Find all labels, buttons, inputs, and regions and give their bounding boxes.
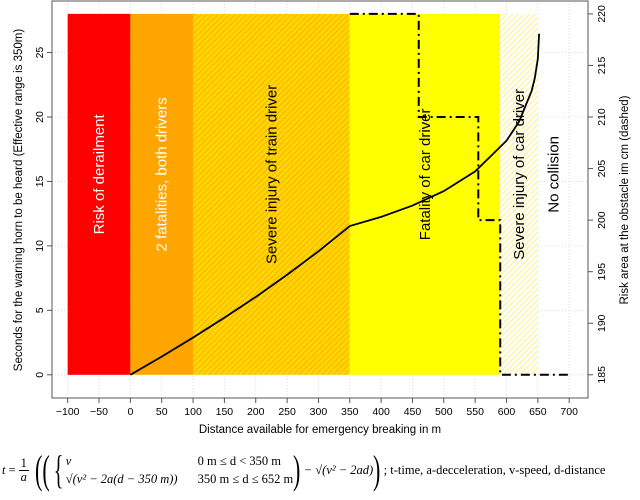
x-tick-label: 300 (310, 406, 328, 418)
y2-tick-label: 185 (596, 366, 608, 384)
y2-tick-label: 195 (596, 263, 608, 281)
x-tick-label: 600 (498, 406, 516, 418)
x-tick-label: 50 (156, 406, 168, 418)
x-tick-label: 450 (404, 406, 422, 418)
risk-chart: Risk of derailment 2 fatalities, both dri… (13, 0, 631, 436)
zone-label: Risk of derailment (91, 113, 108, 234)
x-tick-label: 100 (184, 406, 202, 418)
y-axis-label: Seconds for the warning horn to be heard… (13, 29, 25, 372)
formula-minus-term: − √(v² − 2ad) (303, 462, 374, 477)
x-tick-label: 400 (372, 406, 390, 418)
y2-tick-label: 205 (596, 160, 608, 178)
y2-tick-label: 220 (596, 5, 608, 23)
y-tick-label: 20 (34, 111, 46, 123)
zone-label: Severe injury of car driver (511, 89, 528, 260)
formula-legend: ; t-time, a-decceleration, v-speed, d-di… (383, 462, 606, 477)
y-tick-label: 25 (34, 47, 46, 59)
risk-zones: Risk of derailment 2 fatalities, both dri… (67, 13, 563, 375)
plot-frame (51, 0, 589, 399)
zone-label: 2 fatalities, both drivers (154, 97, 171, 251)
frac-den: a (20, 469, 27, 484)
x-tick-label: −50 (90, 406, 108, 418)
formula-eq: = (8, 462, 16, 477)
zone-band (67, 13, 131, 375)
x-tick-label: 350 (341, 406, 359, 418)
case1-cond: 0 m ≤ d < 350 m (197, 453, 281, 468)
x-tick-label: 700 (560, 406, 578, 418)
formula-cases: v 0 m ≤ d < 350 m √(v² − 2a(d − 350 m)) 35… (66, 454, 294, 487)
y-tick-label: 0 (34, 372, 46, 378)
zone-band (193, 13, 350, 375)
zone-band (349, 13, 501, 375)
zone-band (130, 13, 194, 375)
x-tick-label: −100 (56, 406, 80, 418)
x-tick-label: 550 (466, 406, 484, 418)
case1-expr: v (65, 453, 72, 468)
x-tick-label: 200 (247, 406, 265, 418)
x-tick-label: 150 (216, 406, 234, 418)
y-tick-label: 5 (34, 307, 46, 313)
y2-tick-label: 190 (596, 314, 608, 332)
zone-label: No collision (546, 136, 563, 213)
zone-label: Severe injury of train driver (263, 85, 280, 264)
case2-expr: √(v² − 2a(d − 350 m)) (65, 471, 178, 486)
formula-lhs: t (2, 462, 6, 477)
frac-num: 1 (18, 455, 29, 471)
axes: −100 −50 0 50 100 150 200 250 300 350 400 450 500 550… (34, 5, 608, 418)
y-tick-label: 15 (34, 175, 46, 187)
x-tick-label: 0 (127, 406, 133, 418)
y2-axis-label: Risk area at the obstacle im cm (dashed) (619, 95, 631, 304)
y-tick-label: 10 (34, 240, 46, 252)
y2-tick-label: 215 (596, 57, 608, 75)
zone-band (500, 13, 538, 375)
x-axis-label: Distance available for emergency breakin… (199, 424, 441, 436)
time-curve (129, 33, 541, 376)
zone-label: Fatality of car driver (417, 108, 434, 240)
case2-cond: 350 m ≤ d ≤ 652 m (197, 471, 294, 486)
x-tick-label: 500 (435, 406, 453, 418)
x-tick-label: 650 (529, 406, 547, 418)
y2-tick-label: 200 (596, 211, 608, 229)
series-lines (129, 12, 570, 376)
y2-tick-label: 210 (596, 108, 608, 126)
x-tick-label: 250 (278, 406, 296, 418)
